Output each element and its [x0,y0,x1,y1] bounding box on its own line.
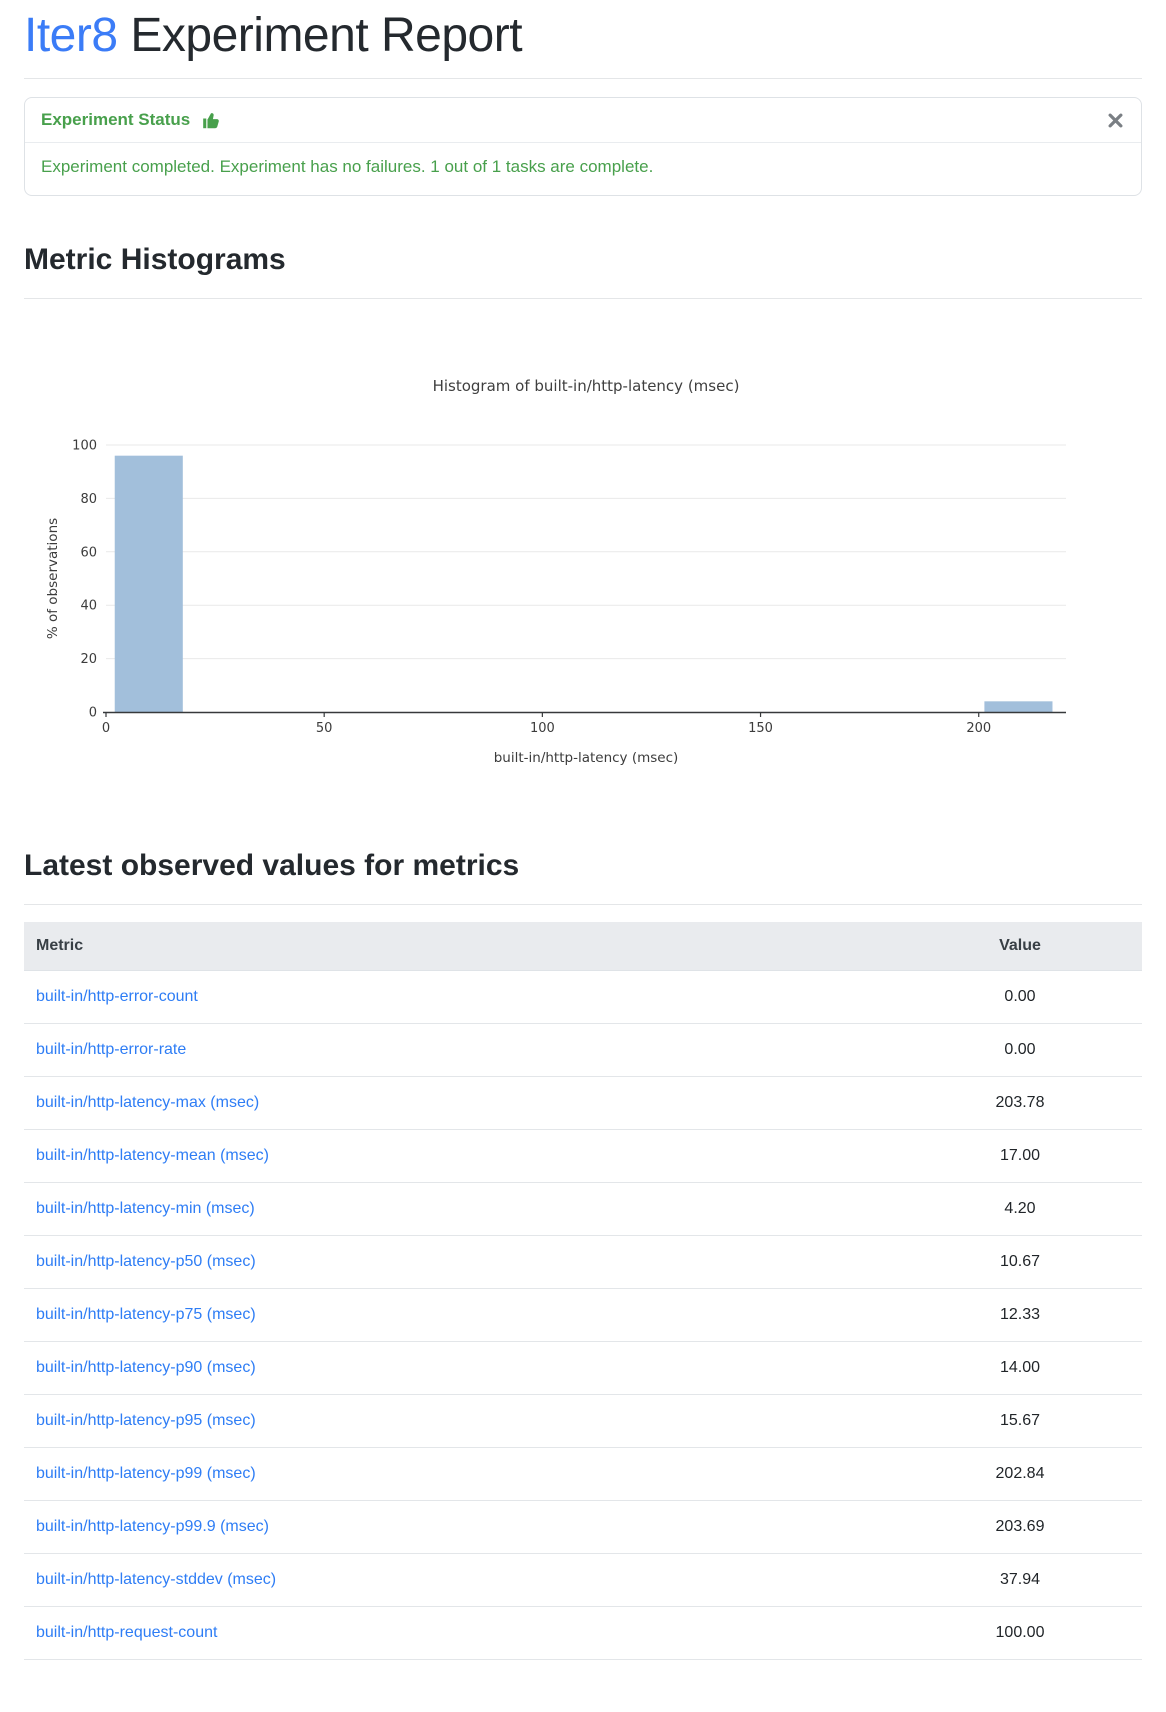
value-column-header: Value [898,922,1142,971]
metric-value: 202.84 [898,1447,1142,1501]
y-axis-label: % of observations [45,518,61,639]
divider [24,904,1142,905]
close-icon [1108,113,1123,128]
metric-value: 12.33 [898,1288,1142,1342]
metric-histograms-heading: Metric Histograms [24,243,286,276]
status-card-title: Experiment Status [41,110,191,129]
status-card-header: Experiment Status [25,98,1141,143]
table-row: built-in/http-latency-stddev (msec) 37.9… [24,1553,1142,1607]
table-row: built-in/http-latency-p50 (msec) 10.67 [24,1235,1142,1289]
histogram-chart: Histogram of built-in/http-latency (msec… [24,358,1142,770]
metric-cell: built-in/http-request-count [24,1606,898,1660]
metric-cell: built-in/http-error-rate [24,1023,898,1077]
metric-cell: built-in/http-latency-mean (msec) [24,1129,898,1183]
metric-cell: built-in/http-latency-p50 (msec) [24,1235,898,1289]
x-tick-label: 200 [966,721,991,736]
y-tick-label: 80 [80,492,97,507]
metric-link[interactable]: built-in/http-latency-min (msec) [36,1200,255,1217]
metric-cell: built-in/http-latency-stddev (msec) [24,1553,898,1607]
metric-value: 10.67 [898,1235,1142,1289]
metric-cell: built-in/http-latency-p90 (msec) [24,1341,898,1395]
metric-value: 100.00 [898,1606,1142,1660]
status-message: Experiment completed. Experiment has no … [41,157,654,176]
metric-cell: built-in/http-error-count [24,970,898,1024]
metric-link[interactable]: built-in/http-latency-max (msec) [36,1094,260,1111]
metric-link[interactable]: built-in/http-latency-p99.9 (msec) [36,1518,269,1535]
table-row: built-in/http-latency-min (msec) 4.20 [24,1182,1142,1236]
x-tick-label: 0 [102,721,110,736]
table-row: built-in/http-latency-p90 (msec) 14.00 [24,1341,1142,1395]
metric-cell: built-in/http-latency-min (msec) [24,1182,898,1236]
page-title: Iter8 Experiment Report [24,8,1142,64]
metrics-table-head: Metric Value [24,922,1142,971]
metric-link[interactable]: built-in/http-error-rate [36,1041,187,1058]
iter8-brand: Iter8 [24,9,118,62]
metric-value: 14.00 [898,1341,1142,1395]
metric-link[interactable]: built-in/http-latency-p90 (msec) [36,1359,256,1376]
table-row: built-in/http-latency-max (msec) 203.78 [24,1076,1142,1130]
histogram-svg: Histogram of built-in/http-latency (msec… [45,377,1066,766]
metric-link[interactable]: built-in/http-latency-p75 (msec) [36,1306,256,1323]
metric-cell: built-in/http-latency-max (msec) [24,1076,898,1130]
x-tick-label: 100 [530,721,555,736]
metrics-table-body: built-in/http-error-count 0.00 built-in/… [24,970,1142,1660]
metric-link[interactable]: built-in/http-latency-p99 (msec) [36,1465,256,1482]
metric-column-header: Metric [24,922,898,971]
histogram-bar [114,455,183,712]
table-row: built-in/http-latency-mean (msec) 17.00 [24,1129,1142,1183]
table-row: built-in/http-latency-p75 (msec) 12.33 [24,1288,1142,1342]
metric-cell: built-in/http-latency-p75 (msec) [24,1288,898,1342]
x-tick-label: 150 [748,721,773,736]
metric-link[interactable]: built-in/http-request-count [36,1624,218,1641]
metric-value: 0.00 [898,970,1142,1024]
metrics-table-header-row: Metric Value [24,922,1142,971]
report-page: Iter8 Experiment Report Experiment Statu… [0,8,1166,1660]
table-row: built-in/http-latency-p99.9 (msec) 203.6… [24,1500,1142,1554]
page-title-text: Experiment Report [117,9,523,62]
metric-value: 0.00 [898,1023,1142,1077]
y-tick-label: 60 [80,545,97,560]
histogram-bar [984,701,1053,712]
metric-link[interactable]: built-in/http-latency-mean (msec) [36,1147,269,1164]
metric-link[interactable]: built-in/http-latency-stddev (msec) [36,1571,277,1588]
x-tick-label: 50 [316,721,333,736]
metric-value: 203.69 [898,1500,1142,1554]
table-row: built-in/http-request-count 100.00 [24,1606,1142,1660]
thumbs-up-icon [202,111,221,130]
metric-value: 17.00 [898,1129,1142,1183]
metric-link[interactable]: built-in/http-error-count [36,988,198,1005]
metric-link[interactable]: built-in/http-latency-p95 (msec) [36,1412,256,1429]
metric-value: 37.94 [898,1553,1142,1607]
divider [24,298,1142,299]
table-row: built-in/http-latency-p95 (msec) 15.67 [24,1394,1142,1448]
metric-value: 4.20 [898,1182,1142,1236]
metric-value: 15.67 [898,1394,1142,1448]
y-tick-label: 100 [72,439,97,454]
metric-link[interactable]: built-in/http-latency-p50 (msec) [36,1253,256,1270]
experiment-status-card: Experiment Status Experiment completed. … [24,97,1142,196]
metric-value: 203.78 [898,1076,1142,1130]
chart-title: Histogram of built-in/http-latency (msec… [433,377,740,395]
metrics-table: Metric Value built-in/http-error-count 0… [24,922,1142,1660]
y-tick-label: 0 [89,706,97,721]
close-button[interactable] [1106,111,1125,130]
metric-cell: built-in/http-latency-p99 (msec) [24,1447,898,1501]
x-axis-label: built-in/http-latency (msec) [494,750,679,766]
table-row: built-in/http-error-count 0.00 [24,970,1142,1024]
divider [24,78,1142,79]
table-row: built-in/http-error-rate 0.00 [24,1023,1142,1077]
y-tick-label: 20 [80,652,97,667]
metric-cell: built-in/http-latency-p99.9 (msec) [24,1500,898,1554]
table-row: built-in/http-latency-p99 (msec) 202.84 [24,1447,1142,1501]
metric-cell: built-in/http-latency-p95 (msec) [24,1394,898,1448]
latest-values-heading: Latest observed values for metrics [24,849,520,882]
y-tick-label: 40 [80,599,97,614]
